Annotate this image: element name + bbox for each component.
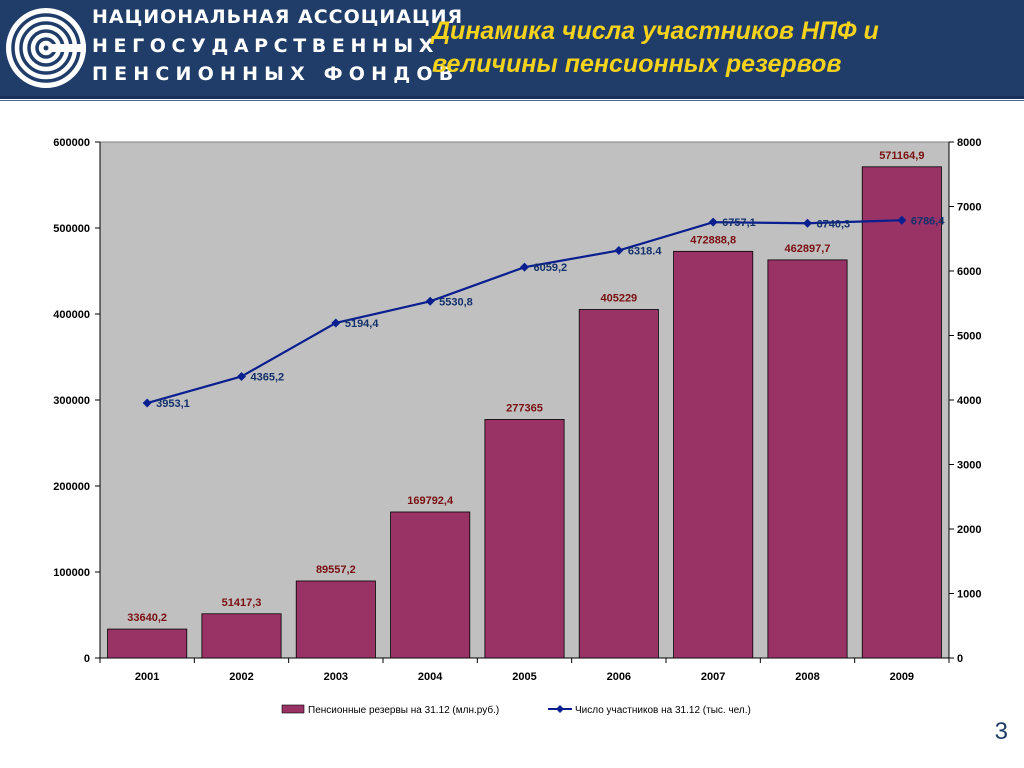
right-axis-tick-label: 1000 [957, 589, 981, 601]
line-point-marker [331, 318, 341, 328]
right-axis-tick-label: 3000 [957, 460, 981, 472]
right-axis-tick-label: 7000 [957, 202, 981, 214]
slide-title-line-1: Динамика числа участников НПФ и [432, 17, 879, 45]
line-data-label: 6786,4 [911, 215, 946, 227]
line-point-marker [142, 398, 152, 408]
left-axis-tick-label: 200000 [53, 481, 90, 493]
left-axis-tick-label: 0 [84, 653, 90, 665]
bar [861, 166, 942, 659]
x-axis-tick-label: 2002 [229, 671, 253, 683]
line-data-label: 6318.4 [628, 245, 663, 257]
bar [295, 580, 376, 659]
x-axis-tick-label: 2004 [418, 671, 443, 683]
line-data-label: 5530,8 [439, 296, 473, 308]
bar-data-label: 51417,3 [222, 597, 262, 609]
bar [484, 419, 565, 659]
bar-data-label: 571164,9 [879, 150, 924, 162]
right-axis-tick-label: 5000 [957, 331, 981, 343]
left-axis-tick-label: 400000 [53, 309, 90, 321]
legend-line-marker [556, 705, 564, 713]
line-point-marker [803, 218, 812, 228]
line-point-marker [520, 262, 529, 272]
page-number: 3 [994, 718, 1008, 745]
x-axis-tick-label: 2009 [890, 671, 914, 683]
right-axis-tick-label: 8000 [957, 137, 981, 149]
bar-data-label: 462897,7 [785, 243, 831, 255]
left-axis-tick-label: 100000 [53, 567, 90, 579]
logo-text-line-1: НАЦИОНАЛЬНАЯ АССОЦИАЦИЯ [92, 6, 464, 28]
line-point-marker [425, 296, 435, 306]
right-axis-tick-label: 2000 [957, 524, 981, 536]
bar [673, 250, 754, 659]
bar-data-label: 405229 [600, 293, 637, 305]
left-axis-tick-label: 500000 [53, 223, 90, 235]
bar-data-label: 89557,2 [316, 564, 356, 576]
bar [767, 259, 848, 659]
line-data-label: 4365,2 [251, 371, 285, 383]
slide-title-line-2: величины пенсионных резервов [432, 50, 842, 78]
header-bar: НАЦИОНАЛЬНАЯ АССОЦИАЦИЯ НЕГОСУДАРСТВЕННЫ… [0, 0, 1024, 96]
line-data-label: 3953,1 [156, 398, 190, 410]
line-data-label: 6740,3 [817, 218, 851, 230]
right-axis-tick-label: 0 [957, 653, 963, 665]
bar-data-label: 472888,8 [690, 234, 736, 246]
left-axis-tick-label: 600000 [53, 137, 90, 149]
legend-line-label: Число участников на 31.12 (тыс. чел.) [575, 705, 751, 716]
x-axis-tick-label: 2008 [795, 671, 819, 683]
line-point-marker [237, 371, 246, 381]
right-axis-tick-label: 6000 [957, 266, 981, 278]
legend-bar-label: Пенсионные резервы на 31.12 (млн.руб.) [308, 704, 499, 716]
combo-chart: 0 100000 200000 300000 400000 500000 600000 0 10… [53, 137, 981, 716]
line-point-marker [897, 215, 907, 225]
left-axis-tick-label: 300000 [53, 395, 90, 407]
logo-text-line-3: ПЕНСИОННЫХ ФОНДОВ [92, 63, 460, 85]
bar [390, 511, 471, 659]
x-axis-tick-label: 2007 [701, 671, 725, 683]
line-point-marker [614, 245, 624, 255]
bar-data-label: 33640,2 [127, 612, 167, 624]
line-data-label: 5194,4 [345, 318, 380, 330]
header-divider-thin [0, 100, 1024, 101]
header-divider [0, 96, 1024, 99]
x-axis-tick-label: 2005 [512, 671, 536, 683]
right-axis-tick-label: 4000 [957, 395, 981, 407]
bar [578, 309, 659, 659]
bar-data-label: 277365 [506, 402, 543, 414]
x-axis-tick-label: 2006 [607, 671, 631, 683]
legend-bar-swatch [281, 704, 305, 714]
bar-data-label: 169792,4 [407, 495, 454, 507]
line-point-marker [708, 217, 718, 227]
x-axis-tick-label: 2003 [324, 671, 348, 683]
line-data-label: 6059,2 [534, 262, 568, 274]
logo-spiral-icon [6, 8, 86, 88]
x-axis-tick-label: 2001 [135, 671, 159, 683]
line-data-label: 6757,1 [722, 217, 756, 229]
logo-text-line-2: НЕГОСУДАРСТВЕННЫХ [92, 35, 439, 57]
bar [107, 628, 188, 659]
bar [201, 613, 282, 659]
